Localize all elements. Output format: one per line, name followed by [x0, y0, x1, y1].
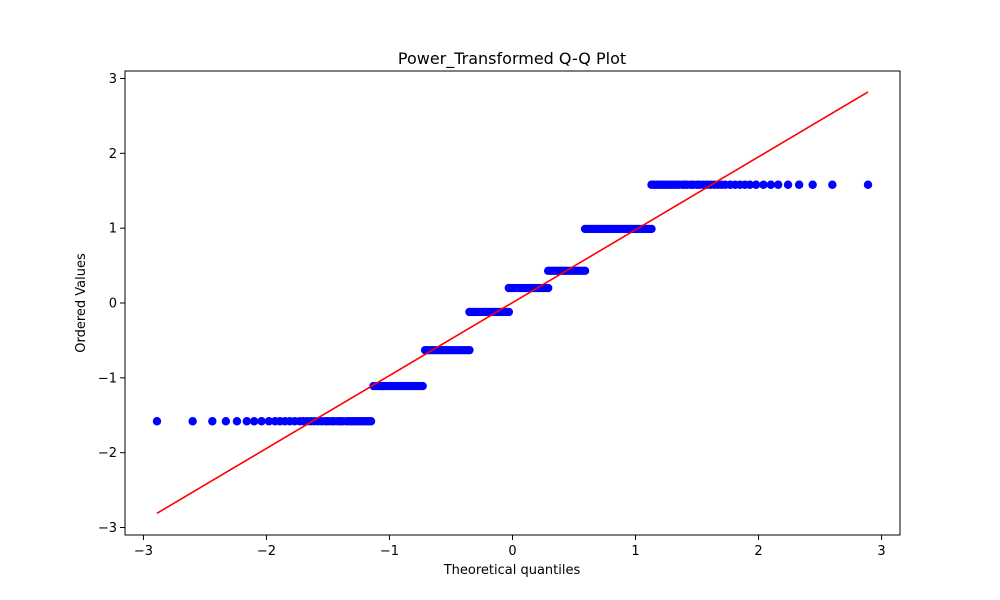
data-point	[249, 417, 259, 426]
data-point	[152, 417, 162, 426]
x-tick-label: 3	[877, 544, 885, 559]
data-point	[794, 180, 804, 189]
y-tick-label: 2	[109, 147, 117, 162]
data-point	[418, 381, 427, 391]
x-tick-label: 2	[754, 544, 762, 559]
x-tick-label: −1	[380, 544, 399, 559]
y-tick-label: −1	[98, 371, 117, 386]
data-point	[808, 180, 817, 189]
data-point	[828, 180, 837, 189]
data-point	[366, 417, 376, 426]
data-point	[257, 417, 266, 426]
data-point	[208, 417, 217, 426]
data-point	[264, 417, 274, 426]
x-axis-label: Theoretical quantiles	[443, 563, 581, 578]
chart-title: Power_Transformed Q-Q Plot	[398, 49, 626, 69]
data-point	[745, 180, 755, 189]
x-tick-label: −2	[257, 544, 276, 559]
data-point	[504, 307, 514, 317]
data-point	[774, 180, 783, 189]
y-tick-label: 1	[109, 222, 117, 237]
data-point	[783, 180, 793, 189]
x-tick-label: 0	[508, 544, 516, 559]
data-point	[232, 417, 242, 426]
data-point	[766, 180, 776, 189]
plot-area: −3 −2 −1 0 1 2 3 −3 −2 −1 0 1 2 3	[98, 70, 901, 559]
data-point	[543, 283, 553, 293]
data-point	[465, 345, 474, 355]
y-axis-label: Ordered Values	[74, 253, 89, 353]
y-tick-label: 0	[109, 297, 117, 312]
data-point	[647, 224, 656, 234]
data-point	[221, 417, 231, 426]
y-tick-label: −2	[98, 446, 117, 461]
y-tick-label: −3	[98, 521, 117, 536]
x-tick-label: −3	[134, 544, 153, 559]
data-point	[759, 180, 768, 189]
data-point	[242, 417, 251, 426]
data-point	[580, 266, 590, 276]
fit-line	[156, 91, 869, 514]
y-tick-label: 3	[109, 72, 117, 87]
data-point	[188, 417, 197, 426]
x-tick-label: 1	[631, 544, 639, 559]
data-point	[863, 180, 873, 189]
data-point	[751, 180, 761, 189]
